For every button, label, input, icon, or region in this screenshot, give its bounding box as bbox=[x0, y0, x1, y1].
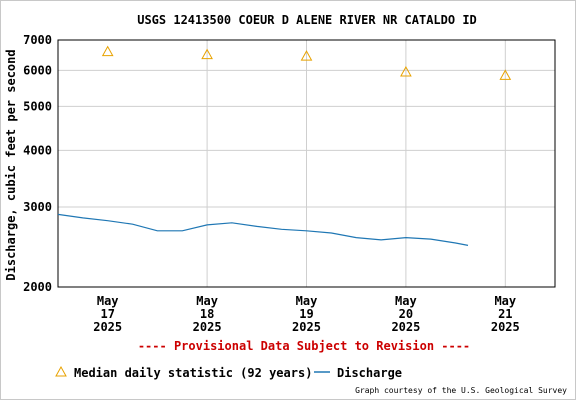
x-tick-label: May bbox=[296, 294, 318, 308]
legend-median-label: Median daily statistic (92 years) bbox=[74, 366, 312, 380]
grid-lines bbox=[58, 39, 555, 288]
x-tick-label: 2025 bbox=[193, 320, 222, 334]
x-tick-label: 21 bbox=[498, 307, 512, 321]
y-tick-label: 4000 bbox=[23, 143, 52, 157]
x-tick-label: 2025 bbox=[292, 320, 321, 334]
x-tick-label: 18 bbox=[200, 307, 214, 321]
series-group bbox=[57, 45, 512, 246]
legend-median-marker-icon bbox=[55, 365, 67, 377]
x-tick-label: 20 bbox=[399, 307, 413, 321]
x-tick-label: May bbox=[97, 294, 119, 308]
median-marker bbox=[201, 48, 213, 60]
y-tick-label: 2000 bbox=[23, 280, 52, 294]
discharge-line bbox=[57, 213, 469, 246]
x-tick-label: 19 bbox=[299, 307, 313, 321]
y-tick-label: 6000 bbox=[23, 63, 52, 77]
x-tick-label: May bbox=[395, 294, 417, 308]
median-marker bbox=[400, 66, 412, 77]
x-tick-label: 2025 bbox=[93, 320, 122, 334]
credit-text: Graph courtesy of the U.S. Geological Su… bbox=[355, 386, 567, 395]
x-tick-label: 2025 bbox=[491, 320, 520, 334]
legend-discharge-label: Discharge bbox=[337, 366, 402, 380]
y-axis-label: Discharge, cubic feet per second bbox=[4, 49, 18, 280]
x-tick-label: 17 bbox=[100, 307, 114, 321]
x-axis: May172025May182025May192025May202025May2… bbox=[93, 294, 520, 334]
y-axis: 7000 6000 5000 4000 3000 2000 bbox=[23, 33, 52, 294]
median-marker bbox=[101, 45, 114, 57]
x-tick-label: May bbox=[494, 294, 516, 308]
x-tick-label: 2025 bbox=[391, 320, 420, 334]
median-marker bbox=[300, 50, 313, 61]
y-tick-label: 7000 bbox=[23, 33, 52, 47]
chart-title: USGS 12413500 COEUR D ALENE RIVER NR CAT… bbox=[137, 13, 477, 27]
plot-area-border bbox=[57, 39, 556, 288]
x-tick-label: May bbox=[196, 294, 218, 308]
median-marker bbox=[499, 69, 512, 80]
y-tick-label: 3000 bbox=[23, 200, 52, 214]
provisional-notice: ---- Provisional Data Subject to Revisio… bbox=[138, 339, 470, 353]
y-tick-label: 5000 bbox=[23, 99, 52, 113]
